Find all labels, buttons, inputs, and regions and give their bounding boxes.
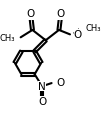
- Text: O: O: [56, 9, 65, 19]
- Text: N: N: [38, 81, 46, 91]
- Text: O: O: [38, 97, 46, 107]
- Text: O: O: [27, 9, 35, 19]
- Text: CH₃: CH₃: [85, 24, 101, 33]
- Text: O: O: [56, 78, 64, 88]
- Text: O: O: [74, 29, 82, 39]
- Text: CH₃: CH₃: [0, 33, 15, 42]
